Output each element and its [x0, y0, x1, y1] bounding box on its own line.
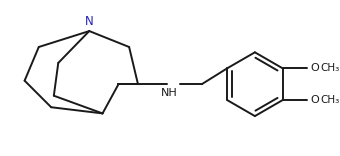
Text: CH₃: CH₃ [320, 63, 339, 73]
Text: O: O [310, 63, 319, 73]
Text: NH: NH [160, 88, 177, 98]
Text: O: O [310, 95, 319, 105]
Text: CH₃: CH₃ [320, 95, 339, 105]
Text: N: N [85, 15, 94, 28]
